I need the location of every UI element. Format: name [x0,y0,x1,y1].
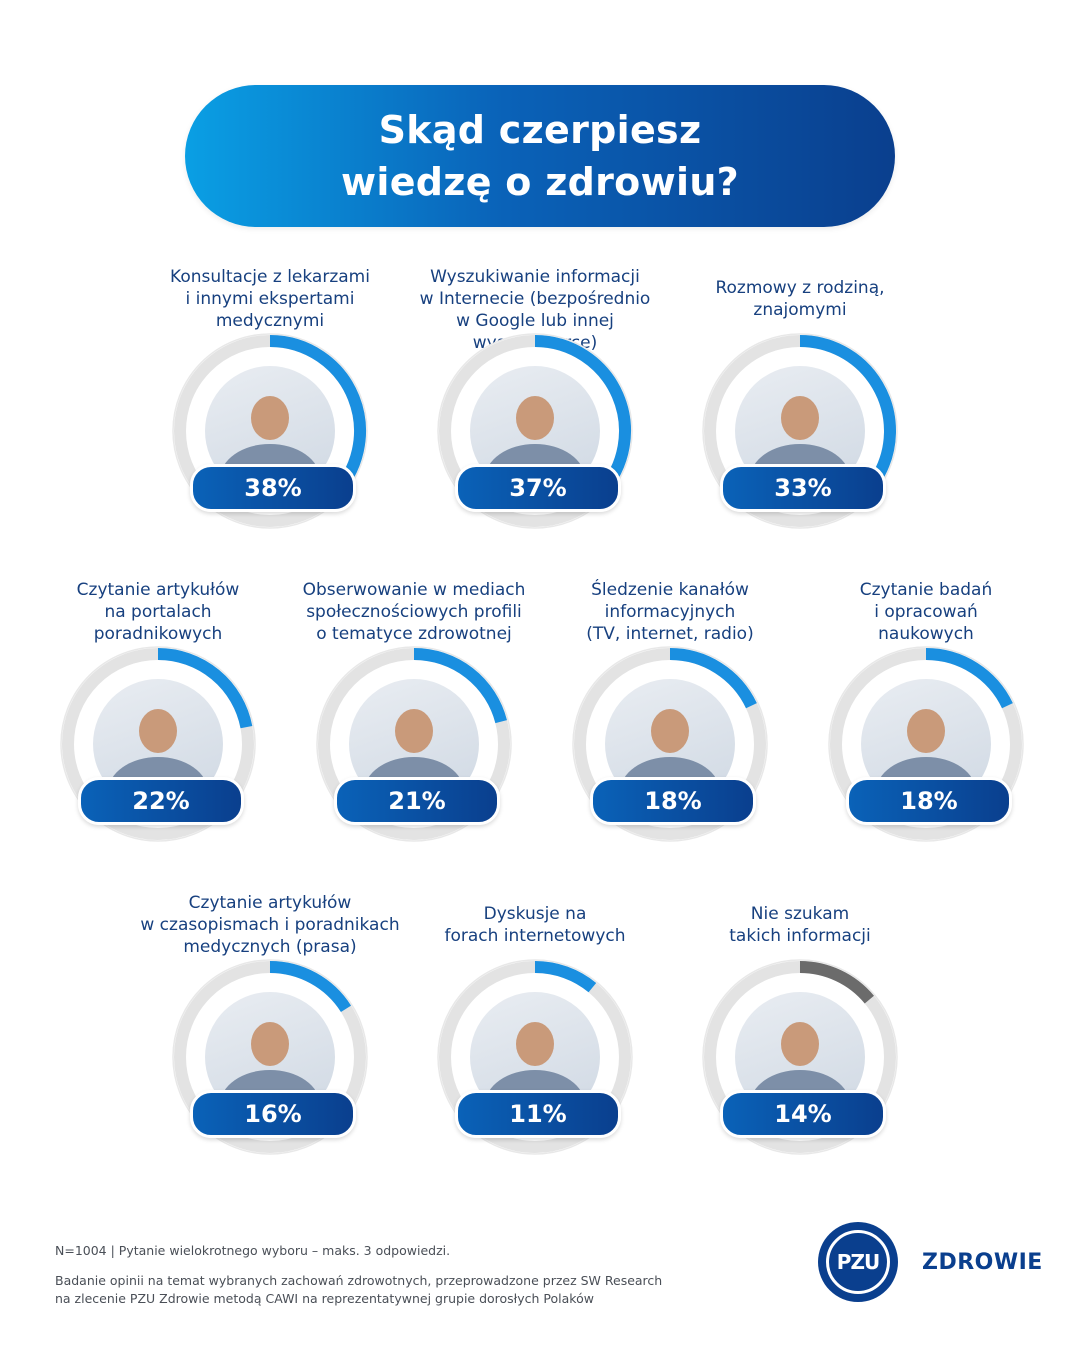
category-label: Obserwowanie w mediach społecznościowych… [302,580,526,644]
donut-value-arc [157,648,253,729]
category-label: Rozmowy z rodziną, znajomymi [715,278,885,320]
category-label: Śledzenie kanałów informacyjnych (TV, in… [586,580,754,644]
photo-figure-head [516,396,554,440]
donut-value-arc [534,335,631,497]
category-label: Dyskusje na forach internetowych [444,904,626,946]
donut-value-arc [799,961,874,1004]
logo-name: ZDROWIE [922,1250,1043,1275]
donut-value-arc [925,648,1013,709]
value-label: 16% [190,1090,356,1138]
category-label: Czytanie artykułów w czasopismach i pora… [140,893,400,957]
donut-value-arc [413,648,507,724]
donut-value-arc [799,335,896,478]
value-label: 37% [455,464,621,512]
value-label: 11% [455,1090,621,1138]
category-label: Czytanie artykułów na portalach poradnik… [76,580,240,644]
category-label: Czytanie badań i opracowań naukowych [859,580,993,644]
donut-value-arc [669,648,757,709]
value-label: 22% [78,777,244,825]
category-label: Konsultacje z lekarzami i innymi ekspert… [170,267,370,331]
sample-note: N=1004 | Pytanie wielokrotnego wyboru – … [55,1243,451,1258]
photo-figure-head [781,1022,819,1066]
photo-figure-head [516,1022,554,1066]
photo-figure-head [251,396,289,440]
donut-value-arc [534,961,597,993]
category-label: Nie szukam takich informacji [729,904,871,946]
value-label: 21% [334,777,500,825]
value-label: 33% [720,464,886,512]
survey-description: Badanie opinii na temat wybranych zachow… [55,1273,663,1306]
value-label: 38% [190,464,356,512]
logo-mark: PZU [826,1230,890,1294]
photo-figure-head [781,396,819,440]
photo-figure-head [251,1022,289,1066]
value-label: 18% [590,777,756,825]
value-label: 14% [720,1090,886,1138]
donut-value-arc [269,961,352,1013]
photo-figure-head [395,709,433,753]
header-banner: Skąd czerpiesz wiedzę o zdrowiu? [185,85,895,227]
pzu-logo-icon: PZU [818,1222,898,1302]
photo-figure-head [907,709,945,753]
photo-figure-head [139,709,177,753]
value-label: 18% [846,777,1012,825]
page-title: Skąd czerpiesz wiedzę o zdrowiu? [340,108,740,204]
photo-figure-head [651,709,689,753]
